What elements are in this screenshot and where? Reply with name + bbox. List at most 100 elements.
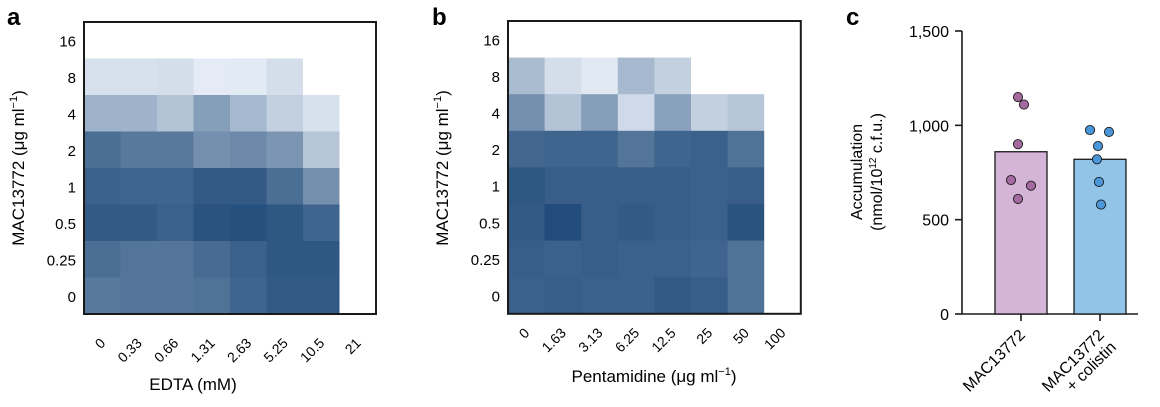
- heatmap-cell: [508, 130, 545, 168]
- y-tick-label: 0.25: [47, 252, 76, 269]
- bar-c-y-label-line1: Accumulation: [849, 124, 866, 220]
- data-point: [1093, 176, 1105, 187]
- heatmap-cell: [764, 94, 802, 132]
- heatmap-cell: [193, 277, 231, 315]
- x-tick-label: 3.13: [575, 324, 606, 355]
- data-point: [1084, 125, 1096, 136]
- heatmap-cell: [157, 58, 194, 96]
- heatmap-cell: [303, 131, 340, 169]
- heatmap-cell: [727, 204, 765, 241]
- y-tick-label: 0: [940, 307, 949, 324]
- heatmap-cell: [193, 204, 231, 242]
- heatmap-cell: [303, 22, 340, 59]
- data-point: [1012, 193, 1024, 204]
- data-point: [1018, 99, 1030, 110]
- heatmap-cell: [157, 131, 194, 169]
- heatmap-cell: [581, 21, 619, 58]
- heatmap-panel-b: b 16 8 4 2 1 0.5 0.25 0 0 1.63 3.13 6.25 12.5 25 50 10…: [432, 4, 802, 386]
- heatmap-cell: [544, 277, 582, 315]
- heatmap-cell: [193, 22, 231, 59]
- heatmap-cell: [764, 57, 802, 95]
- y-tick-label: 4: [492, 106, 500, 123]
- heatmap-cell: [120, 241, 158, 278]
- y-tick-label: 4: [68, 106, 76, 123]
- data-point: [1103, 126, 1115, 137]
- x-tick-label: 100: [761, 324, 789, 352]
- y-tick-label: 0: [492, 289, 500, 306]
- heatmap-cell: [84, 168, 121, 205]
- x-tick-label: 21: [342, 335, 364, 357]
- heatmap-cell: [303, 204, 340, 242]
- y-tick-label: 1: [492, 179, 500, 196]
- heatmap-cell: [303, 168, 340, 205]
- heatmap-cell: [544, 240, 582, 278]
- heatmap-cell: [691, 130, 728, 168]
- heatmap-cell: [120, 95, 158, 132]
- heatmap-cell: [193, 58, 231, 96]
- heatmap-cell: [120, 131, 158, 169]
- heatmap-a-x-ticks: 0 0.33 0.66 1.31 2.63 5.25 10.5 21: [92, 335, 364, 366]
- y-tick-label: 0.5: [55, 216, 76, 233]
- heatmap-cell: [508, 94, 545, 132]
- heatmap-cell: [508, 277, 545, 315]
- heatmap-cell: [544, 21, 582, 58]
- y-tick-label: 0: [68, 289, 76, 306]
- heatmap-cell: [230, 95, 267, 132]
- bar-panel-c: c 0 500 1,000 1,500 MAC13772 MAC13772+ colis…: [846, 4, 1138, 395]
- heatmap-cell: [581, 204, 619, 241]
- heatmap-cell: [508, 21, 545, 58]
- heatmap-cell: [764, 204, 802, 241]
- heatmap-a-y-label: MAC13772 (μg ml−1): [8, 90, 28, 246]
- x-tick-label: 50: [730, 324, 752, 346]
- heatmap-cell: [654, 94, 692, 132]
- heatmap-cell: [339, 58, 377, 96]
- heatmap-cell: [157, 22, 194, 59]
- y-tick-label: 0.25: [471, 252, 500, 269]
- heatmap-cell: [581, 167, 619, 205]
- bar-c-points: [1005, 91, 1115, 210]
- bar-c-y-ticks: 0 500 1,000 1,500: [909, 24, 962, 324]
- heatmap-cell: [508, 167, 545, 205]
- x-tick-label: 1.63: [538, 324, 569, 355]
- heatmap-cell: [193, 95, 231, 132]
- heatmap-cell: [727, 94, 765, 132]
- heatmap-cell: [84, 277, 121, 315]
- heatmap-b-y-ticks: 16 8 4 2 1 0.5 0.25 0: [471, 32, 500, 305]
- heatmap-cell: [617, 240, 655, 278]
- heatmap-cell: [691, 240, 728, 278]
- heatmap-cell: [581, 130, 619, 168]
- heatmap-cell: [339, 131, 377, 169]
- heatmap-b-y-label: MAC13772 (μg ml−1): [432, 90, 452, 246]
- x-tick-label: 0.66: [151, 335, 182, 366]
- heatmap-cell: [654, 240, 692, 278]
- y-tick-label: 2: [68, 143, 76, 160]
- heatmap-cell: [230, 168, 267, 205]
- heatmap-cell: [617, 167, 655, 205]
- data-point: [1012, 139, 1024, 150]
- heatmap-cell: [193, 168, 231, 205]
- bar: [994, 151, 1048, 315]
- heatmap-a-frame: [83, 21, 377, 315]
- heatmap-cell: [727, 277, 765, 315]
- heatmap-cell: [691, 21, 728, 58]
- y-tick-label: 1,000: [909, 118, 949, 135]
- bar-c-x-ticks: MAC13772 MAC13772+ colistin: [960, 314, 1120, 395]
- heatmap-cell: [84, 22, 121, 59]
- heatmap-cell: [230, 58, 267, 96]
- heatmap-cell: [84, 131, 121, 169]
- heatmap-cell: [508, 204, 545, 241]
- data-point: [1025, 180, 1037, 191]
- heatmap-cell: [339, 241, 377, 278]
- heatmap-cell: [654, 167, 692, 205]
- y-tick-label: 8: [492, 69, 500, 86]
- x-tick-label: 0: [92, 335, 109, 352]
- heatmap-cell: [691, 167, 728, 205]
- heatmap-b-x-ticks: 0 1.63 3.13 6.25 12.5 25 50 100: [516, 324, 789, 355]
- bar-c-bars: [994, 151, 1127, 315]
- y-tick-label: 2: [492, 142, 500, 159]
- heatmap-cell: [230, 277, 267, 315]
- heatmap-cell: [508, 240, 545, 278]
- panel-letter-c: c: [846, 4, 859, 31]
